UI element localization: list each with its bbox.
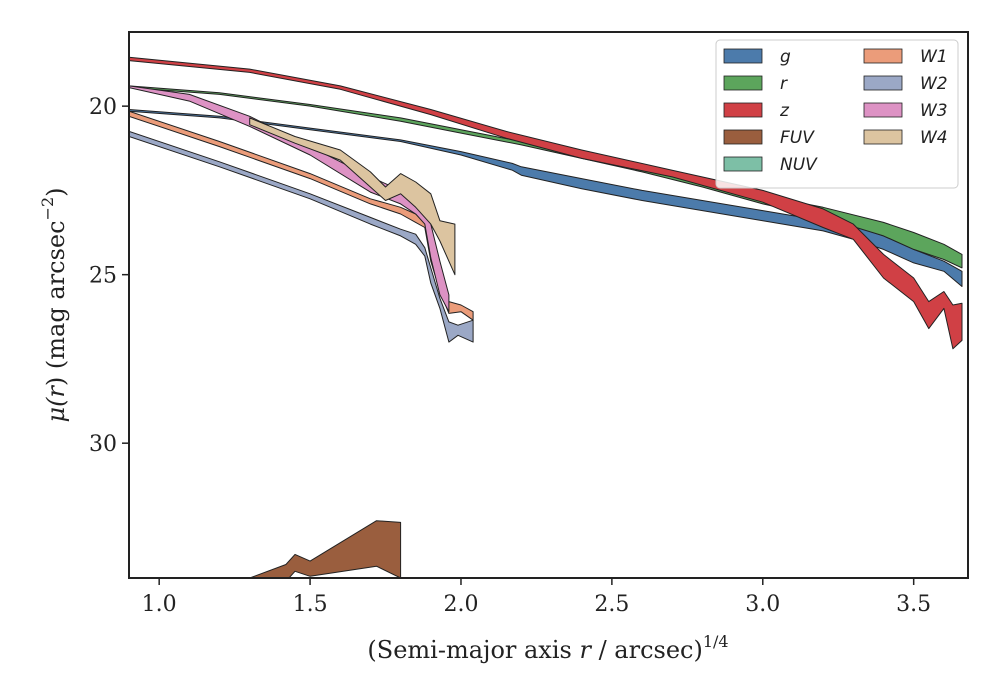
- legend-swatch-w3: [863, 102, 903, 118]
- legend: grz FUV NUV W1 W2 W3 W4: [715, 39, 959, 189]
- legend-swatch-r: [723, 75, 763, 91]
- legend-label-nuv: NUV: [780, 155, 818, 175]
- series-band-g: [129, 109, 963, 287]
- legend-swatch-w1: [863, 48, 903, 64]
- x-tick-label: 1.0: [142, 592, 177, 617]
- series-band-fuv: [249, 520, 402, 578]
- legend-label-r: r: [780, 74, 788, 94]
- legend-swatch-g: [723, 48, 763, 64]
- y-tick-label: 25: [89, 264, 117, 289]
- y-tick-label: 20: [89, 95, 117, 120]
- legend-label-w4: W4: [920, 128, 948, 148]
- legend-label-fuv: FUV: [780, 128, 815, 148]
- legend-swatch-fuv: [723, 129, 763, 145]
- legend-label-w3: W3: [920, 101, 948, 121]
- series-band-w2: [129, 130, 474, 343]
- x-tick-label: 1.5: [293, 592, 328, 617]
- series-band-w4: [249, 117, 456, 276]
- y-axis-label: μ(r) (mag arcsec−2): [38, 187, 70, 422]
- x-tick-label: 3.5: [896, 592, 931, 617]
- legend-label-z: z: [779, 101, 790, 121]
- legend-swatch-w2: [863, 75, 903, 91]
- series-layer: [129, 56, 963, 578]
- x-axis: 1.0 1.5 2.0 2.5 3.0 3.5: [142, 578, 931, 617]
- y-axis: 20 25 30: [89, 95, 129, 457]
- x-tick-label: 2.0: [443, 592, 478, 617]
- legend-label-g: g: [780, 47, 791, 67]
- legend-swatch-z: [723, 102, 763, 118]
- plot-frame: [128, 31, 969, 579]
- legend-label-w1: W1: [920, 47, 948, 67]
- x-tick-label: 2.5: [594, 592, 629, 617]
- legend-label-w2: W2: [920, 74, 948, 94]
- legend-swatch-w4: [863, 129, 903, 145]
- x-axis-label: (Semi-major axis r / arcsec)1/4: [367, 632, 728, 664]
- x-tick-label: 3.0: [745, 592, 780, 617]
- series-band-z: [129, 56, 963, 350]
- legend-swatch-nuv: [723, 156, 763, 172]
- y-tick-label: 30: [89, 432, 117, 457]
